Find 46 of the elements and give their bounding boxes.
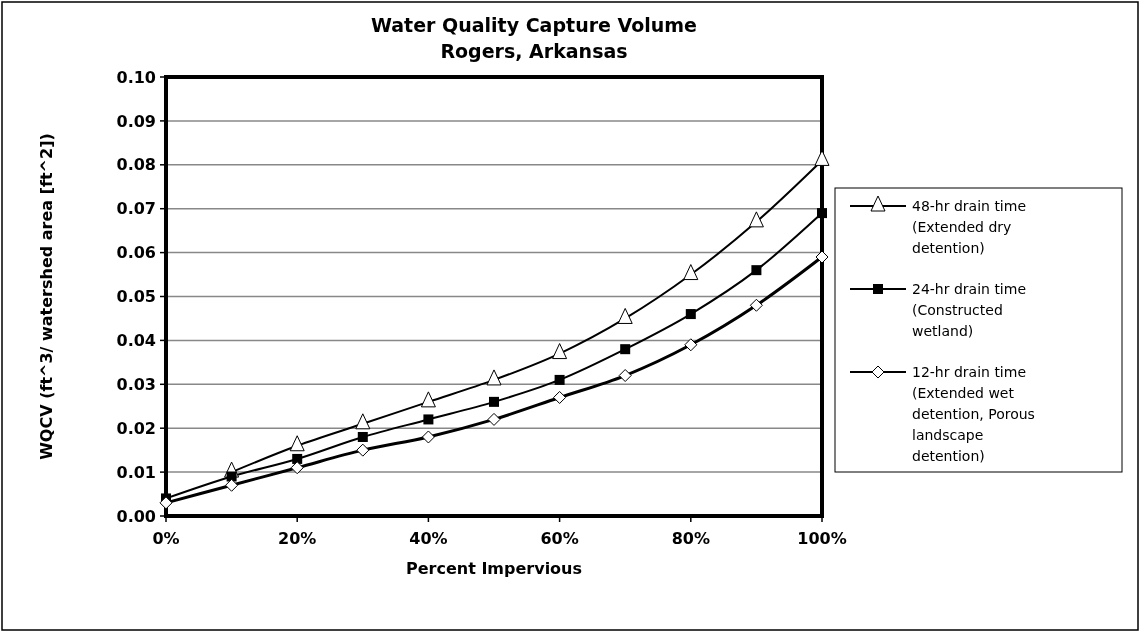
point: [620, 344, 631, 355]
y-tick-label: 0.09: [116, 111, 156, 131]
legend-label: 48-hr drain time (Extended dry detention): [912, 197, 1027, 256]
point: [489, 396, 499, 407]
point: [748, 211, 764, 228]
point: [487, 412, 501, 426]
y-tick-label: 0.02: [116, 418, 156, 438]
point: [225, 478, 239, 492]
point: [421, 430, 435, 444]
y-tick-label: 0.08: [116, 155, 156, 175]
x-tick-label: 0%: [152, 529, 180, 548]
point: [554, 374, 565, 385]
x-tick-label: 100%: [797, 529, 847, 548]
point: [749, 298, 763, 312]
legend-label: 12-hr drain time (Extended wet detention, Porous landscape detention): [912, 363, 1035, 464]
y-tick-label: 0.00: [116, 506, 156, 526]
point: [290, 461, 304, 475]
x-tick-label: 80%: [671, 529, 710, 548]
point: [815, 250, 829, 264]
point: [553, 390, 567, 404]
point: [356, 443, 370, 457]
y-tick-label: 0.03: [116, 374, 156, 394]
x-tick-label: 40%: [409, 529, 448, 548]
point: [817, 208, 827, 219]
point: [683, 264, 699, 281]
y-tick-label: 0.10: [116, 67, 156, 87]
x-tick-label: 60%: [540, 529, 579, 548]
legend-label: 24-hr drain time (Constructed wetland): [912, 280, 1027, 339]
x-axis-title: Percent Impervious: [405, 559, 583, 578]
point: [357, 431, 368, 442]
y-axis-title: WQCV (ft^3/ watershed area [ft^2]): [37, 133, 56, 460]
y-tick-label: 0.04: [116, 331, 156, 350]
point: [423, 414, 434, 425]
point: [618, 369, 632, 383]
point: [226, 471, 237, 482]
y-tick-label: 0.05: [116, 287, 156, 307]
y-tick-label: 0.07: [116, 199, 156, 219]
point: [751, 265, 762, 276]
y-tick-label: 0.01: [116, 462, 156, 482]
point: [552, 343, 568, 360]
y-tick-label: 0.06: [116, 243, 156, 263]
x-tick-label: 20%: [278, 529, 317, 548]
point: [684, 338, 698, 352]
chart-title: Water Quality Capture Volume Rogers, Arkansas: [371, 14, 697, 62]
point: [685, 309, 696, 320]
point: [159, 496, 173, 510]
